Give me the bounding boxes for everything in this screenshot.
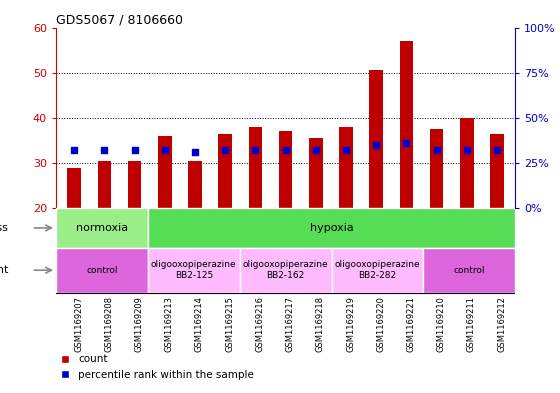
Point [493, 147, 502, 154]
Point [463, 147, 472, 154]
Point [69, 147, 78, 154]
Text: GSM1169208: GSM1169208 [104, 296, 113, 352]
Text: GSM1169217: GSM1169217 [286, 296, 295, 352]
Bar [249, 127, 262, 208]
Point [432, 147, 441, 154]
Point [281, 147, 290, 154]
Point [311, 147, 320, 154]
Point [342, 147, 351, 154]
Bar [339, 127, 353, 208]
Text: oligooxopiperazine
BB2-162: oligooxopiperazine BB2-162 [243, 261, 328, 280]
Bar [240, 248, 332, 293]
Point [190, 149, 199, 155]
Text: GSM1169211: GSM1169211 [467, 296, 476, 352]
Bar [67, 167, 81, 208]
Bar [158, 136, 171, 208]
Point [372, 142, 381, 148]
Text: GSM1169210: GSM1169210 [437, 296, 446, 352]
Text: GSM1169212: GSM1169212 [497, 296, 506, 352]
Legend: count, percentile rank within the sample: count, percentile rank within the sample [50, 350, 258, 384]
Bar [423, 248, 515, 293]
Text: oligooxopiperazine
BB2-125: oligooxopiperazine BB2-125 [151, 261, 236, 280]
Bar [332, 248, 423, 293]
Text: GSM1169220: GSM1169220 [376, 296, 385, 352]
Text: oligooxopiperazine
BB2-282: oligooxopiperazine BB2-282 [335, 261, 420, 280]
Text: normoxia: normoxia [76, 223, 128, 233]
Text: GSM1169214: GSM1169214 [195, 296, 204, 352]
Bar [309, 138, 323, 208]
Bar [460, 118, 474, 208]
Text: agent: agent [0, 265, 8, 275]
Text: hypoxia: hypoxia [310, 223, 353, 233]
Text: GSM1169209: GSM1169209 [134, 296, 143, 352]
Bar [148, 248, 240, 293]
Bar [148, 208, 515, 248]
Bar [490, 134, 504, 208]
Point [130, 147, 139, 154]
Bar [400, 41, 413, 208]
Text: GSM1169213: GSM1169213 [165, 296, 174, 352]
Bar [128, 161, 141, 208]
Bar [279, 131, 292, 208]
Text: GSM1169207: GSM1169207 [74, 296, 83, 352]
Text: GSM1169219: GSM1169219 [346, 296, 355, 352]
Bar [188, 161, 202, 208]
Bar [218, 134, 232, 208]
Bar [56, 208, 148, 248]
Text: GSM1169216: GSM1169216 [255, 296, 264, 352]
Text: GSM1169218: GSM1169218 [316, 296, 325, 352]
Text: GSM1169215: GSM1169215 [225, 296, 234, 352]
Point [251, 147, 260, 154]
Bar [97, 161, 111, 208]
Point [160, 147, 169, 154]
Text: control: control [86, 266, 118, 275]
Text: stress: stress [0, 223, 8, 233]
Text: control: control [454, 266, 485, 275]
Point [100, 147, 109, 154]
Text: GDS5067 / 8106660: GDS5067 / 8106660 [56, 13, 183, 26]
Bar [370, 70, 383, 208]
Point [402, 140, 411, 146]
Point [221, 147, 230, 154]
Bar [56, 248, 148, 293]
Bar [430, 129, 444, 208]
Text: GSM1169221: GSM1169221 [407, 296, 416, 352]
